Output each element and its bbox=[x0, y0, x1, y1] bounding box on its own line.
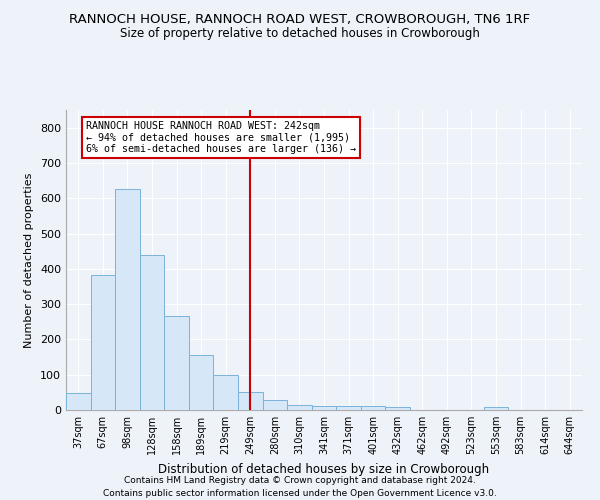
Bar bbox=[91, 275, 115, 410]
Bar bbox=[385, 407, 410, 410]
Text: RANNOCH HOUSE, RANNOCH ROAD WEST, CROWBOROUGH, TN6 1RF: RANNOCH HOUSE, RANNOCH ROAD WEST, CROWBO… bbox=[70, 12, 530, 26]
Text: RANNOCH HOUSE RANNOCH ROAD WEST: 242sqm
← 94% of detached houses are smaller (1,: RANNOCH HOUSE RANNOCH ROAD WEST: 242sqm … bbox=[86, 120, 356, 154]
Text: Contains HM Land Registry data © Crown copyright and database right 2024.: Contains HM Land Registry data © Crown c… bbox=[124, 476, 476, 485]
Bar bbox=[336, 406, 361, 410]
Bar bbox=[312, 406, 336, 410]
Bar bbox=[164, 316, 189, 410]
Bar bbox=[287, 404, 312, 410]
Bar bbox=[484, 407, 508, 410]
Bar bbox=[361, 406, 385, 410]
Bar bbox=[66, 394, 91, 410]
Bar bbox=[238, 392, 263, 410]
Text: Contains public sector information licensed under the Open Government Licence v3: Contains public sector information licen… bbox=[103, 489, 497, 498]
Bar bbox=[140, 256, 164, 410]
Bar bbox=[189, 356, 214, 410]
Bar bbox=[214, 376, 238, 410]
Text: Size of property relative to detached houses in Crowborough: Size of property relative to detached ho… bbox=[120, 28, 480, 40]
Bar bbox=[263, 400, 287, 410]
Y-axis label: Number of detached properties: Number of detached properties bbox=[25, 172, 34, 348]
Bar bbox=[115, 190, 140, 410]
X-axis label: Distribution of detached houses by size in Crowborough: Distribution of detached houses by size … bbox=[158, 462, 490, 475]
